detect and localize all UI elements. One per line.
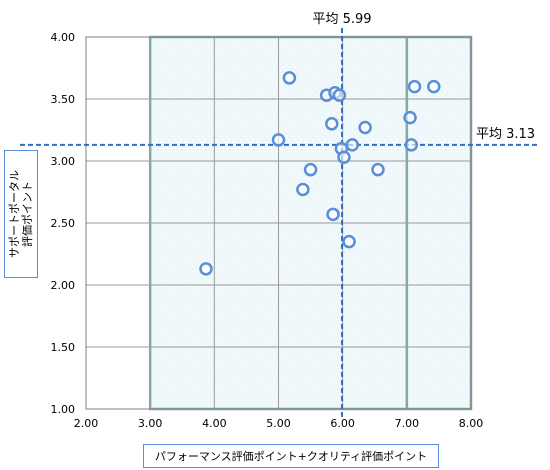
data-point	[271, 133, 286, 147]
data-point	[407, 79, 422, 94]
data-point	[345, 138, 360, 152]
y-tick-label: 2.50	[51, 217, 76, 230]
y-tick-label: 1.00	[51, 403, 76, 416]
y-tick-label: 3.00	[51, 155, 76, 168]
y-tick-label: 3.50	[51, 93, 76, 106]
x-mean-label: 平均 5.99	[312, 12, 371, 27]
data-point	[404, 138, 419, 152]
y-axis-label: サポートポータル 評価ポイント	[8, 170, 34, 258]
y-tick-label: 4.00	[51, 31, 76, 44]
data-point	[282, 71, 297, 85]
data-point	[325, 117, 339, 131]
y-axis-label-box: サポートポータル 評価ポイント	[4, 150, 38, 278]
data-point	[403, 110, 417, 125]
x-tick-label: 5.00	[266, 417, 291, 430]
data-point	[326, 207, 340, 222]
data-point	[358, 120, 372, 135]
data-point	[332, 88, 347, 103]
x-tick-label: 4.00	[202, 417, 227, 430]
x-tick-label: 8.00	[459, 417, 484, 430]
x-tick-label: 2.00	[74, 417, 99, 430]
data-point	[337, 150, 351, 165]
data-point	[199, 262, 213, 276]
x-tick-label: 3.00	[138, 417, 163, 430]
data-point	[427, 79, 441, 94]
x-tick-label: 7.00	[395, 417, 420, 430]
data-point	[296, 182, 310, 197]
data-point	[303, 162, 318, 177]
y-tick-label: 2.00	[51, 279, 76, 292]
y-mean-label: 平均 3.13	[476, 127, 535, 142]
y-tick-label: 1.50	[51, 341, 76, 354]
data-point	[342, 234, 356, 249]
data-point	[371, 162, 385, 177]
x-tick-label: 6.00	[330, 417, 355, 430]
plot-frame	[85, 36, 472, 410]
x-axis-label: パフォーマンス評価ポイント+クオリティ評価ポイント	[143, 444, 439, 468]
